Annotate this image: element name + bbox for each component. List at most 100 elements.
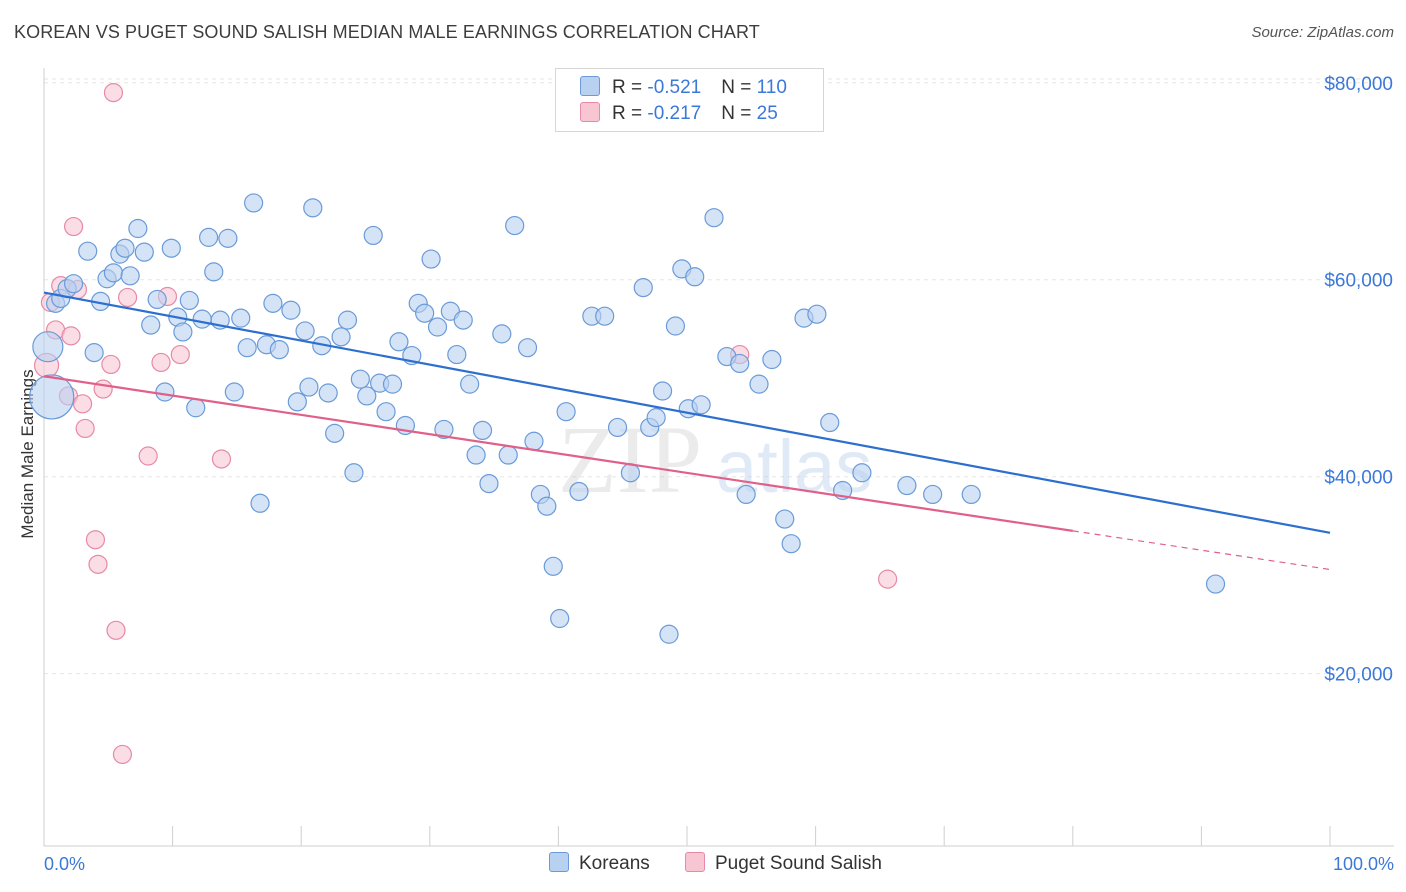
salish-point <box>61 326 81 346</box>
korean-point <box>173 322 193 342</box>
korean-point <box>646 408 666 428</box>
korean-point <box>376 402 396 422</box>
korean-point <box>29 374 75 420</box>
korean-point <box>762 349 782 370</box>
salish-trend-line <box>43 375 1073 532</box>
korean-point <box>78 241 98 261</box>
korean-point <box>244 193 264 213</box>
korean-point <box>421 249 441 269</box>
salish-trend-extension <box>1072 530 1331 571</box>
korean-point <box>186 398 206 418</box>
korean-point <box>63 274 84 294</box>
korean-point <box>427 317 448 337</box>
salish-point <box>103 83 124 103</box>
gridlines <box>44 78 1394 675</box>
korean-point <box>147 289 167 310</box>
x-axis-ticks <box>43 826 1331 846</box>
korean-point <box>389 332 409 352</box>
korean-point <box>620 463 641 483</box>
salish-point <box>63 216 84 237</box>
salish-point <box>138 446 158 466</box>
korean-point <box>749 374 769 394</box>
y-tick-label: $60,000 <box>1324 271 1393 292</box>
korean-point <box>295 321 315 341</box>
y-tick-label: $40,000 <box>1324 468 1393 489</box>
korean-point <box>524 431 544 451</box>
korean-point <box>192 309 212 329</box>
korean-point <box>237 338 257 358</box>
korean-point <box>569 481 589 502</box>
korean-point <box>466 445 486 465</box>
korean-point <box>923 484 943 505</box>
korean-point <box>781 534 801 554</box>
korean-point <box>498 445 518 465</box>
korean-point <box>607 417 628 438</box>
korean-point <box>492 324 512 344</box>
korean-point <box>961 484 981 505</box>
y-tick-label: $80,000 <box>1324 74 1393 95</box>
korean-point <box>897 475 917 496</box>
korean-point <box>161 238 181 258</box>
korean-point <box>120 266 140 286</box>
korean-point <box>115 238 135 258</box>
x-tick-label-max: 100.0% <box>1333 854 1394 874</box>
salish-point <box>75 418 95 439</box>
legend-swatch-salish <box>580 102 600 122</box>
bottom-legend-koreans[interactable]: Koreans <box>549 852 650 875</box>
salish-point <box>101 354 121 375</box>
korean-point <box>1205 574 1226 594</box>
korean-point <box>652 381 673 401</box>
salish-point <box>106 620 126 640</box>
korean-point <box>103 263 124 283</box>
bottom-legend-swatch-salish <box>685 852 705 872</box>
legend-r-label: R = <box>612 103 648 124</box>
korean-point <box>32 331 64 363</box>
korean-point <box>231 308 251 328</box>
salish-point <box>85 530 106 550</box>
salish-point <box>93 379 113 399</box>
korean-point <box>331 327 351 347</box>
salish-points <box>33 83 898 765</box>
korean-point <box>472 420 493 441</box>
legend-row-koreans: R = -0.521 N = 110 <box>580 76 787 100</box>
salish-point <box>170 344 190 365</box>
korean-point <box>665 316 686 336</box>
korean-point <box>550 608 570 629</box>
y-axis-label: Median Male Earnings <box>18 369 37 538</box>
salish-point <box>72 394 93 414</box>
chart-title: KOREAN VS PUGET SOUND SALISH MEDIAN MALE… <box>14 22 760 42</box>
x-tick-label-min: 0.0% <box>44 854 85 874</box>
korean-point <box>820 412 840 433</box>
salish-point <box>878 569 898 589</box>
legend-n-value: 25 <box>756 103 778 124</box>
korean-point <box>543 556 563 576</box>
korean-point <box>807 304 827 324</box>
legend-n-label: N = <box>721 103 757 124</box>
korean-point <box>263 293 283 313</box>
salish-point <box>117 287 138 308</box>
korean-point <box>517 338 538 358</box>
korean-point <box>453 310 473 330</box>
korean-point <box>303 198 323 218</box>
salish-point <box>88 554 108 574</box>
korean-point <box>537 496 557 516</box>
korean-point <box>775 509 795 529</box>
legend-r-label: R = <box>612 77 648 98</box>
korean-point <box>736 484 756 505</box>
korean-point <box>128 218 148 239</box>
korean-point <box>287 392 307 412</box>
korean-point <box>299 377 319 397</box>
bottom-legend-salish[interactable]: Puget Sound Salish <box>685 852 882 875</box>
korean-point <box>852 463 872 483</box>
korean-point <box>84 343 104 363</box>
korean-point <box>269 340 289 360</box>
korean-point <box>204 262 224 282</box>
korean-point <box>434 419 454 440</box>
korean-point <box>325 423 345 443</box>
korean-point <box>337 310 358 330</box>
salish-point <box>112 744 133 765</box>
bottom-legend-swatch-koreans <box>549 852 569 872</box>
korean-point <box>224 382 244 402</box>
correlation-legend: R = -0.521 N = 110 R = -0.217 N = 25 <box>555 68 824 132</box>
korean-point <box>556 402 576 422</box>
